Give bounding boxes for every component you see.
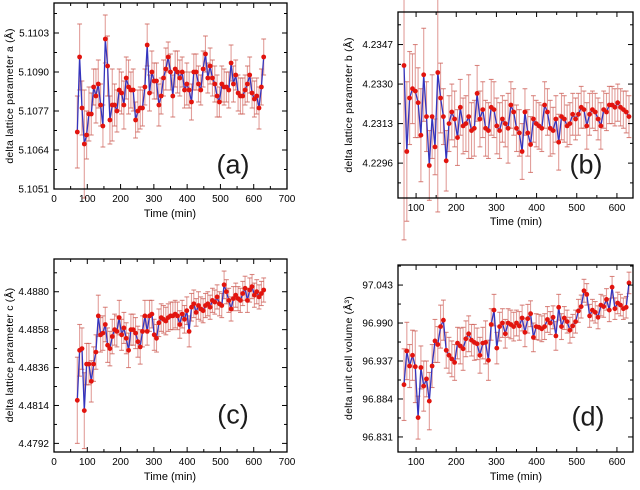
svg-text:5.1090: 5.1090 [18,68,49,79]
panel-c-x-axis-label: Time (min) [143,471,197,483]
svg-text:4.4792: 4.4792 [18,439,49,450]
svg-text:500: 500 [568,203,585,214]
svg-text:100: 100 [79,194,96,205]
svg-text:4.4880: 4.4880 [18,287,49,298]
panel-d-plot: 100 200 300 400 500 600 96.831 96.884 96.937 96.9… [362,264,634,468]
svg-text:600: 600 [245,194,262,205]
panel-b-x-axis-label: Time (min) [489,216,543,228]
tick-labels: 0 100 200 300 400 500 600 700 5.1051 5.1064 5.1077… [18,29,295,206]
svg-text:96.937: 96.937 [362,357,393,368]
svg-text:4.4836: 4.4836 [18,363,49,374]
svg-text:500: 500 [568,457,585,468]
svg-text:4.4814: 4.4814 [18,401,49,412]
svg-text:0: 0 [51,194,57,205]
panel-a-y-axis-label: delta lattice parameter a (Å) [4,28,16,164]
panel-d-letter-label: (d) [571,401,605,432]
panel-a-x-axis-label: Time (min) [143,208,197,220]
panel-d-x-axis-label: Time (min) [489,471,543,483]
svg-text:300: 300 [146,194,163,205]
svg-text:5.1103: 5.1103 [19,29,49,40]
data-points [401,280,632,420]
svg-text:400: 400 [528,203,545,214]
svg-text:5.1077: 5.1077 [18,107,49,118]
axes [397,11,634,199]
axes [53,258,288,453]
svg-text:4.2347: 4.2347 [362,40,393,51]
svg-text:600: 600 [245,457,262,468]
tick-labels: 100 200 300 400 500 600 4.2296 4.2313 4.2330 4.23… [362,40,625,214]
panel-b-y-axis-label: delta lattice parameter b (Å) [343,37,355,173]
panel-c: 0 100 200 300 400 500 600 700 4.4792 4.4814 4.4836… [0,245,320,490]
svg-text:300: 300 [488,203,505,214]
tick-labels: 100 200 300 400 500 600 96.831 96.884 96.937 96.9… [362,281,625,468]
svg-text:300: 300 [146,457,163,468]
svg-text:4.2296: 4.2296 [362,159,393,170]
axes [397,264,634,453]
svg-text:400: 400 [179,457,196,468]
tick-labels: 0 100 200 300 400 500 600 700 4.4792 4.4814 4.4836… [18,287,295,468]
svg-text:4.4858: 4.4858 [18,325,49,336]
svg-text:400: 400 [528,457,545,468]
panel-c-letter-label: (c) [217,399,249,430]
data-points [74,282,267,413]
svg-text:500: 500 [212,457,229,468]
panel-a: 0 100 200 300 400 500 600 700 5.1051 5.1064 5.1077… [0,0,320,245]
svg-text:200: 200 [448,457,465,468]
svg-text:5.1051: 5.1051 [18,185,49,196]
data-points [74,36,267,147]
svg-text:700: 700 [279,194,296,205]
panel-b-plot: 100 200 300 400 500 600 4.2296 4.2313 4.2330 4.23… [362,0,634,241]
svg-text:100: 100 [79,457,96,468]
panel-b-letter-label: (b) [569,149,603,180]
panel-a-plot: 0 100 200 300 400 500 600 700 5.1051 5.1064 5.1077… [18,2,296,206]
svg-text:100: 100 [408,457,425,468]
svg-text:5.1064: 5.1064 [18,146,49,157]
svg-text:200: 200 [112,194,129,205]
svg-text:97.043: 97.043 [362,281,393,292]
panel-c-y-axis-label: delta lattice parameter c (Å) [4,287,16,423]
panel-a-letter-label: (a) [216,149,250,180]
panel-c-plot: 0 100 200 300 400 500 600 700 4.4792 4.4814 4.4836… [18,258,296,468]
svg-text:200: 200 [448,203,465,214]
svg-text:0: 0 [51,457,57,468]
svg-text:600: 600 [609,203,626,214]
svg-text:96.990: 96.990 [362,319,393,330]
svg-text:96.831: 96.831 [362,432,393,443]
svg-text:4.2330: 4.2330 [362,80,393,91]
svg-text:300: 300 [488,457,505,468]
svg-text:700: 700 [279,457,296,468]
svg-text:600: 600 [609,457,626,468]
panel-d: 100 200 300 400 500 600 96.831 96.884 96.937 96.9… [320,245,640,490]
svg-text:100: 100 [408,203,425,214]
svg-text:96.884: 96.884 [362,394,393,405]
svg-text:200: 200 [112,457,129,468]
svg-text:4.2313: 4.2313 [362,119,393,130]
svg-text:500: 500 [212,194,229,205]
axes [53,2,288,190]
svg-text:400: 400 [179,194,196,205]
panel-b: 100 200 300 400 500 600 4.2296 4.2313 4.2330 4.23… [320,0,640,245]
panel-d-y-axis-label: delta unit cell volume (Å³) [343,296,355,420]
data-points [401,63,632,168]
